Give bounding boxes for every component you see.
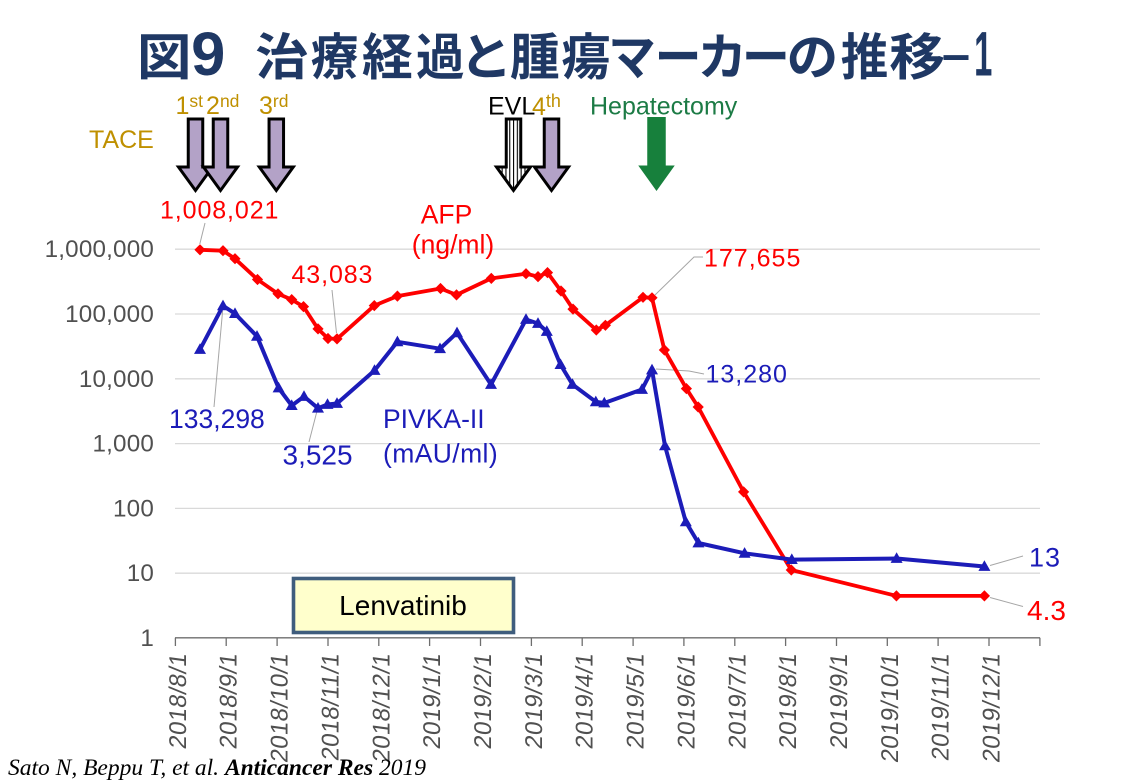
svg-text:(mAU/ml): (mAU/ml) (383, 439, 498, 469)
svg-text:2019/9/1: 2019/9/1 (826, 651, 853, 750)
svg-text:2019/11/1: 2019/11/1 (928, 651, 955, 762)
svg-text:3,525: 3,525 (283, 440, 353, 471)
svg-text:2018/10/1: 2018/10/1 (267, 651, 294, 764)
svg-text:2019/1/1: 2019/1/1 (419, 651, 446, 750)
svg-text:Hepatectomy: Hepatectomy (590, 93, 738, 121)
svg-text:133,298: 133,298 (169, 404, 265, 434)
svg-text:43,083: 43,083 (292, 261, 374, 289)
svg-text:Lenvatinib: Lenvatinib (339, 590, 467, 621)
svg-text:13: 13 (1029, 543, 1061, 573)
svg-text:Sato N, Beppu T, et al. Antica: Sato N, Beppu T, et al. Anticancer Res 2… (8, 755, 426, 781)
svg-text:10: 10 (127, 560, 154, 587)
svg-text:1,000,000: 1,000,000 (45, 236, 154, 263)
svg-text:2019/12/1: 2019/12/1 (979, 651, 1006, 764)
svg-text:TACE: TACE (89, 126, 154, 154)
svg-text:2019/6/1: 2019/6/1 (674, 651, 701, 750)
svg-text:(ng/ml): (ng/ml) (412, 230, 494, 260)
svg-text:2018/9/1: 2018/9/1 (216, 651, 243, 750)
svg-text:2019/7/1: 2019/7/1 (724, 651, 751, 750)
svg-text:2019/4/1: 2019/4/1 (572, 651, 599, 750)
svg-text:2019/5/1: 2019/5/1 (623, 651, 650, 750)
svg-text:AFP: AFP (421, 200, 473, 230)
svg-text:1,008,021: 1,008,021 (160, 197, 279, 225)
svg-text:4.3: 4.3 (1027, 595, 1066, 626)
svg-text:177,655: 177,655 (704, 245, 801, 273)
svg-text:10,000: 10,000 (79, 366, 154, 393)
svg-text:EVL: EVL (488, 93, 535, 121)
svg-text:100: 100 (113, 495, 154, 522)
svg-text:2019/2/1: 2019/2/1 (470, 651, 497, 750)
svg-text:1: 1 (140, 625, 154, 652)
svg-text:2019/3/1: 2019/3/1 (521, 651, 548, 750)
svg-text:100,000: 100,000 (65, 301, 154, 328)
svg-text:1,000: 1,000 (92, 431, 154, 458)
svg-text:13,280: 13,280 (706, 361, 788, 389)
svg-text:PIVKA-II: PIVKA-II (383, 404, 485, 434)
svg-text:2018/8/1: 2018/8/1 (165, 651, 192, 750)
svg-text:2019/10/1: 2019/10/1 (877, 651, 904, 764)
svg-text:2019/8/1: 2019/8/1 (775, 651, 802, 750)
svg-text:2018/11/1: 2018/11/1 (318, 651, 345, 762)
svg-text:2018/12/1: 2018/12/1 (368, 651, 395, 764)
